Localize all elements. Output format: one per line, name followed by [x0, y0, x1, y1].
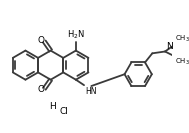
Text: H$_2$N: H$_2$N: [67, 29, 85, 41]
Text: H: H: [49, 102, 56, 111]
Text: HN: HN: [85, 86, 96, 95]
Text: CH$_3$: CH$_3$: [175, 34, 189, 44]
Text: O: O: [37, 36, 44, 45]
Text: O: O: [37, 85, 44, 94]
Text: N: N: [166, 42, 173, 51]
Text: Cl: Cl: [59, 107, 68, 116]
Text: CH$_3$: CH$_3$: [175, 57, 189, 67]
